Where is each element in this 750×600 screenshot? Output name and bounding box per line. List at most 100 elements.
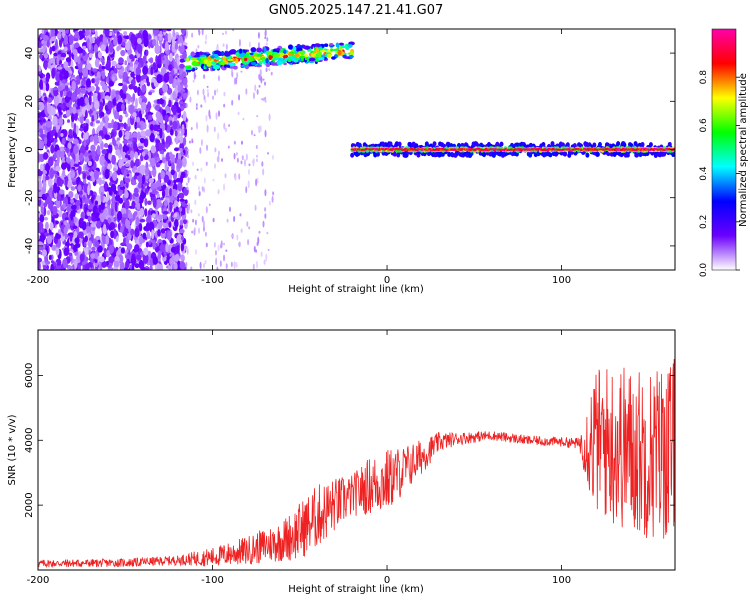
heatmap-noise-cell <box>175 136 179 145</box>
heatmap-faint-cell <box>234 174 237 181</box>
colorbar-tick-label: 0.6 <box>699 118 709 133</box>
heatmap-zero-halo-cell <box>565 142 570 148</box>
heatmap-faint-cell <box>225 249 228 252</box>
heatmap-noise-cell <box>113 110 120 120</box>
heatmap-noise-cell <box>141 174 146 185</box>
heatmap-noise-cell <box>141 101 147 111</box>
heatmap-noise-cell <box>49 201 54 212</box>
heatmap-noise-cell <box>47 136 51 146</box>
heatmap-noise-cell <box>144 182 150 186</box>
heatmap-faint-cell <box>190 209 193 214</box>
heatmap-noise-cell <box>137 145 144 149</box>
heatmap-noise-cell <box>124 199 130 210</box>
heatmap-noise-cell <box>119 180 124 188</box>
heatmap-noise-cell <box>116 45 120 52</box>
heatmap-noise-cell <box>160 170 165 179</box>
heatmap-noise-cell <box>151 213 156 218</box>
heatmap-noise-cell <box>111 154 117 165</box>
heatmap-noise-cell <box>162 83 168 93</box>
heatmap-noise-cell <box>107 100 113 110</box>
heatmap-noise-cell <box>112 36 118 47</box>
heatmap-faint-cell <box>213 241 216 248</box>
heatmap-noise-cell <box>118 82 124 87</box>
heatmap-noise-cell <box>74 193 79 200</box>
heatmap-upper-trace-cell <box>253 53 258 57</box>
heatmap-faint-cell <box>204 231 207 237</box>
heatmap-noise-cell <box>66 203 73 214</box>
heatmap-noise-cell <box>45 264 50 270</box>
heatmap-noise-cell <box>62 202 66 209</box>
heatmap-noise-cell <box>107 72 112 78</box>
heatmap-noise-cell <box>167 230 172 241</box>
heatmap-noise-cell <box>104 181 108 191</box>
heatmap-noise-cell <box>79 72 83 80</box>
heatmap-faint-cell <box>213 89 216 96</box>
heatmap-upper-trace-cell <box>282 49 287 55</box>
heatmap-noise-cell <box>136 37 142 44</box>
heatmap-noise-cell <box>170 169 175 176</box>
heatmap-noise-cell <box>54 81 61 86</box>
heatmap-faint-cell <box>242 117 245 121</box>
heatmap-noise-cell <box>65 147 70 154</box>
heatmap-noise-cell <box>73 244 78 253</box>
heatmap-noise-cell <box>139 218 146 223</box>
heatmap-noise-cell <box>120 215 127 225</box>
snr-plot-area <box>38 359 675 569</box>
colorbar-label: Normalized spectral amplitude <box>738 73 749 227</box>
heatmap-upper-trace-cell <box>220 50 225 57</box>
heatmap-faint-cell <box>263 259 266 265</box>
heatmap-faint-cell <box>233 140 236 145</box>
heatmap-noise-cell <box>87 160 93 167</box>
heatmap-noise-cell <box>38 119 43 123</box>
heatmap-noise-cell <box>87 63 92 71</box>
colorbar-tick-label: 0.2 <box>699 215 709 229</box>
heatmap-noise-cell <box>172 90 177 101</box>
heatmap-noise-cell <box>169 53 173 62</box>
heatmap-noise-cell <box>117 69 124 75</box>
heatmap-noise-cell <box>60 133 64 137</box>
heatmap-noise-cell <box>39 163 44 172</box>
heatmap-faint-cell <box>233 215 236 222</box>
heatmap-faint-cell <box>197 185 200 192</box>
heatmap-zero-halo-cell <box>619 152 624 158</box>
heatmap-faint-cell <box>187 170 190 176</box>
heatmap-upper-trace-cell <box>239 48 243 54</box>
heatmap-noise-cell <box>71 92 77 103</box>
heatmap-noise-cell <box>184 199 188 205</box>
heatmap-noise-cell <box>131 181 137 186</box>
heatmap-upper-trace-cell <box>331 56 336 60</box>
heatmap-noise-cell <box>51 67 56 79</box>
colorbar-tick-label: 0.8 <box>699 70 709 85</box>
heatmap-noise-cell <box>122 232 126 238</box>
heatmap-zero-halo-cell <box>640 141 645 147</box>
heatmap-upper-trace-cell <box>282 54 289 59</box>
heatmap-faint-cell <box>257 41 260 49</box>
heatmap-noise-cell <box>142 253 149 265</box>
heatmap-noise-cell <box>159 150 165 155</box>
heatmap-faint-cell <box>262 168 265 176</box>
heatmap-upper-trace-cell <box>275 47 281 51</box>
heatmap-faint-cell <box>223 91 226 97</box>
heatmap-noise-cell <box>91 246 96 252</box>
heatmap-noise-cell <box>73 122 77 134</box>
heatmap-faint-cell <box>194 199 197 206</box>
heatmap-faint-cell <box>248 168 251 175</box>
heatmap-upper-trace-cell <box>223 51 231 57</box>
heatmap-zero-halo-cell <box>592 142 597 148</box>
heatmap-noise-cell <box>39 79 44 89</box>
heatmap-upper-trace-cell <box>287 44 294 50</box>
heatmap-upper-trace-cell <box>210 55 215 59</box>
heatmap-noise-cell <box>104 29 110 38</box>
heatmap-upper-trace-cell <box>287 52 293 57</box>
heatmap-upper-trace-cell <box>185 67 193 71</box>
heatmap-upper-trace-cell <box>226 64 231 68</box>
heatmap-noise-cell <box>145 49 149 56</box>
heatmap-faint-cell <box>186 205 189 214</box>
heatmap-noise-cell <box>116 102 121 113</box>
heatmap-noise-cell <box>38 71 42 75</box>
heatmap-upper-trace-cell <box>304 57 309 61</box>
heatmap-noise-cell <box>50 260 54 264</box>
heatmap-noise-cell <box>144 267 149 270</box>
heatmap-faint-cell <box>185 261 188 268</box>
heatmap-noise-cell <box>62 257 68 269</box>
